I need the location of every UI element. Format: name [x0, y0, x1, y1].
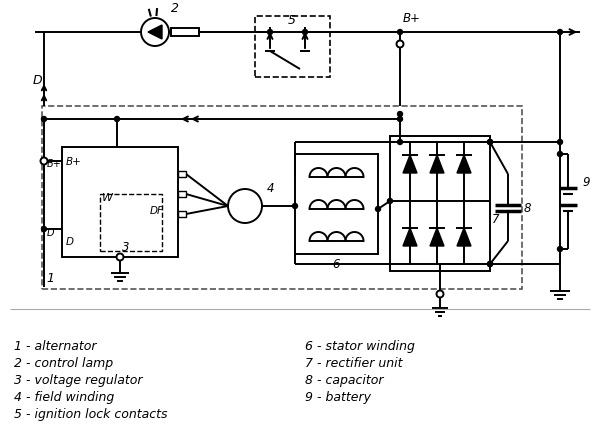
Text: 1 - alternator: 1 - alternator [14, 339, 97, 352]
Text: 2 - control lamp: 2 - control lamp [14, 356, 113, 369]
Bar [390, 137, 490, 272]
Polygon shape [403, 229, 417, 247]
Circle shape [397, 42, 404, 48]
Bar [178, 212, 186, 218]
Circle shape [557, 247, 563, 252]
Text: 1: 1 [46, 272, 54, 284]
Polygon shape [430, 155, 444, 173]
Bar [295, 155, 378, 254]
Text: 2: 2 [171, 2, 179, 15]
Bar [178, 191, 186, 198]
Circle shape [398, 140, 403, 145]
Circle shape [293, 204, 298, 209]
Circle shape [437, 291, 443, 298]
Circle shape [41, 158, 47, 165]
Circle shape [376, 207, 380, 212]
Polygon shape [430, 229, 444, 247]
Text: DF: DF [150, 205, 164, 215]
Circle shape [488, 140, 493, 145]
Circle shape [488, 262, 493, 267]
Circle shape [557, 152, 563, 157]
Bar [178, 172, 186, 177]
Circle shape [41, 227, 47, 232]
Circle shape [398, 30, 403, 35]
Text: 3: 3 [122, 241, 130, 254]
Text: 4: 4 [267, 182, 275, 195]
Text: 9: 9 [582, 176, 589, 189]
Circle shape [398, 117, 403, 122]
Circle shape [557, 30, 563, 35]
Circle shape [488, 140, 493, 145]
Bar [100, 194, 162, 251]
Text: 5 - ignition lock contacts: 5 - ignition lock contacts [14, 407, 167, 420]
Text: D: D [33, 73, 43, 86]
Text: B+: B+ [47, 159, 62, 169]
Bar [171, 29, 199, 37]
Polygon shape [148, 26, 162, 40]
Text: 6 - stator winding: 6 - stator winding [305, 339, 415, 352]
Text: 3 - voltage regulator: 3 - voltage regulator [14, 373, 143, 386]
Bar [255, 17, 330, 78]
Circle shape [268, 30, 272, 35]
Polygon shape [457, 229, 471, 247]
Text: 8 - capacitor: 8 - capacitor [305, 373, 383, 386]
Circle shape [116, 254, 124, 261]
Bar [42, 107, 522, 290]
Circle shape [488, 262, 493, 267]
Bar [62, 148, 178, 258]
Polygon shape [457, 155, 471, 173]
Text: W: W [102, 193, 113, 202]
Text: B+: B+ [403, 11, 421, 25]
Circle shape [115, 117, 119, 122]
Circle shape [302, 30, 308, 35]
Text: D: D [66, 237, 74, 247]
Text: 8: 8 [524, 201, 532, 215]
Circle shape [398, 112, 403, 117]
Circle shape [41, 117, 47, 122]
Text: 9 - battery: 9 - battery [305, 390, 371, 403]
Circle shape [228, 190, 262, 223]
Circle shape [557, 140, 563, 145]
Circle shape [388, 199, 392, 204]
Text: 7: 7 [492, 212, 500, 226]
Text: 6: 6 [333, 258, 340, 271]
Polygon shape [403, 155, 417, 173]
Circle shape [141, 19, 169, 47]
Text: 4 - field winding: 4 - field winding [14, 390, 114, 403]
Text: B+: B+ [66, 157, 82, 166]
Text: D: D [47, 227, 55, 237]
Text: 7 - rectifier unit: 7 - rectifier unit [305, 356, 403, 369]
Text: 5: 5 [287, 14, 296, 27]
